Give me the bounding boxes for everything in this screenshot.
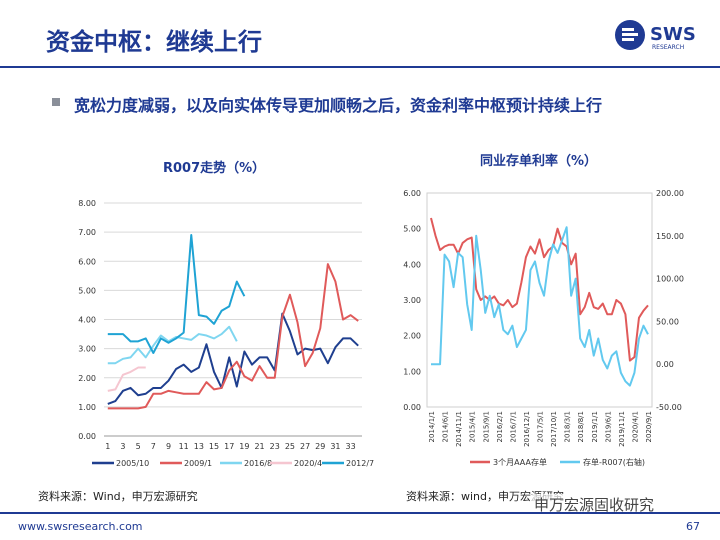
x-tick-label: 2014/1/1 xyxy=(428,411,436,442)
y-tick-label: 3.00 xyxy=(78,345,96,354)
header-divider xyxy=(0,66,720,68)
series-line-2020/4 xyxy=(107,366,146,392)
x-tick-label: 2017/5/1 xyxy=(537,411,545,442)
y-tick-label: 7.00 xyxy=(78,228,96,237)
plot-frame xyxy=(426,192,653,408)
x-tick-label: 7 xyxy=(151,442,156,451)
x-tick-label: 2019/6/1 xyxy=(604,411,612,442)
x-tick-label: 3 xyxy=(120,442,125,451)
x-tick-label: 33 xyxy=(346,442,356,451)
x-tick-label: 2014/11/1 xyxy=(455,411,463,447)
series-line-2012/7 xyxy=(107,234,246,354)
y-tick-label: 8.00 xyxy=(78,199,96,208)
logo-subtext: RESEARCH xyxy=(652,44,684,51)
y2-tick-label: 50.00 xyxy=(656,317,679,326)
y-tick-label: 0.00 xyxy=(403,403,421,412)
y-tick-label: 0.00 xyxy=(78,432,96,441)
header: 资金中枢：继续上行 SWS RESEARCH xyxy=(0,0,720,78)
y-tick-label: 6.00 xyxy=(78,257,96,266)
subtitle: 宽松力度减弱，以及向实体传导更加顺畅之后，资金利率中枢预计持续上行 xyxy=(74,96,603,115)
x-tick-label: 2017/10/1 xyxy=(550,411,558,447)
y2-tick-label: -50.00 xyxy=(656,403,682,412)
legend-label: 存单-R007(右轴) xyxy=(583,457,645,467)
y-tick-label: 4.00 xyxy=(403,260,421,269)
x-tick-label: 21 xyxy=(254,442,264,451)
x-tick-label: 2018/8/1 xyxy=(577,411,585,442)
x-tick-label: 2018/3/1 xyxy=(564,411,572,442)
x-tick-label: 17 xyxy=(224,442,234,451)
y-tick-label: 6.00 xyxy=(403,189,421,198)
y-tick-label: 5.00 xyxy=(403,225,421,234)
x-tick-label: 9 xyxy=(166,442,171,451)
series-line-2016/8 xyxy=(107,325,238,365)
x-tick-label: 29 xyxy=(315,442,325,451)
legend-label: 2020/4 xyxy=(294,459,322,468)
y-tick-label: 1.00 xyxy=(403,367,421,376)
y-tick-label: 2.00 xyxy=(403,332,421,341)
x-tick-label: 23 xyxy=(270,442,280,451)
x-tick-label: 2016/7/1 xyxy=(509,411,517,442)
x-tick-label: 2015/9/1 xyxy=(482,411,490,442)
y-tick-label: 5.00 xyxy=(78,286,96,295)
x-tick-label: 11 xyxy=(179,442,189,451)
x-tick-label: 19 xyxy=(239,442,249,451)
legend-label: 3个月AAA存单 xyxy=(493,457,547,467)
bullet-icon xyxy=(52,98,60,106)
x-tick-label: 2020/9/1 xyxy=(645,411,653,442)
x-tick-label: 2016/12/1 xyxy=(523,411,531,447)
footer-url[interactable]: www.swsresearch.com xyxy=(18,520,143,533)
y-tick-label: 3.00 xyxy=(403,296,421,305)
chart1-title: R007走势（%） xyxy=(163,161,266,176)
legend-label: 2009/1 xyxy=(184,459,212,468)
legend-label: 2012/7 xyxy=(346,459,374,468)
footer-divider xyxy=(0,512,720,514)
legend-label: 2016/8 xyxy=(244,459,272,468)
x-tick-label: 27 xyxy=(300,442,310,451)
y-tick-label: 4.00 xyxy=(78,316,96,325)
x-tick-label: 2016/2/1 xyxy=(496,411,504,442)
sws-logo: SWS RESEARCH xyxy=(615,20,696,51)
series-line-2009/1 xyxy=(107,263,359,410)
x-tick-label: 25 xyxy=(285,442,295,451)
y-tick-label: 2.00 xyxy=(78,374,96,383)
x-tick-label: 1 xyxy=(105,442,110,451)
x-tick-label: 31 xyxy=(330,442,340,451)
x-tick-label: 2015/4/1 xyxy=(469,411,477,442)
x-tick-label: 5 xyxy=(136,442,141,451)
series-line-2005/10 xyxy=(107,312,359,405)
page-title: 资金中枢：继续上行 xyxy=(46,28,262,56)
y2-tick-label: 0.00 xyxy=(656,360,674,369)
chart2-source: 资料来源：wind，申万宏源研究 xyxy=(406,490,565,503)
x-tick-label: 2020/4/1 xyxy=(631,411,639,442)
logo-text: SWS xyxy=(650,24,696,45)
chart1-source: 资料来源：Wind，申万宏源研究 xyxy=(38,490,198,503)
y-tick-label: 1.00 xyxy=(78,403,96,412)
series-line-3个月AAA存单 xyxy=(430,217,649,362)
x-tick-label: 15 xyxy=(209,442,219,451)
legend-label: 2005/10 xyxy=(116,459,149,468)
x-tick-label: 2019/11/1 xyxy=(618,411,626,447)
chart2-title: 同业存单利率（%） xyxy=(480,154,598,169)
x-tick-label: 13 xyxy=(194,442,204,451)
watermark: 申万宏源固收研究 xyxy=(532,494,657,515)
x-tick-label: 2019/1/1 xyxy=(591,411,599,442)
x-tick-label: 2014/6/1 xyxy=(442,411,450,442)
series-line-存单-R007(右轴) xyxy=(431,226,649,387)
y2-tick-label: 100.00 xyxy=(656,275,684,284)
page-number: 67 xyxy=(686,520,700,533)
y2-tick-label: 200.00 xyxy=(656,189,684,198)
y2-tick-label: 150.00 xyxy=(656,232,684,241)
